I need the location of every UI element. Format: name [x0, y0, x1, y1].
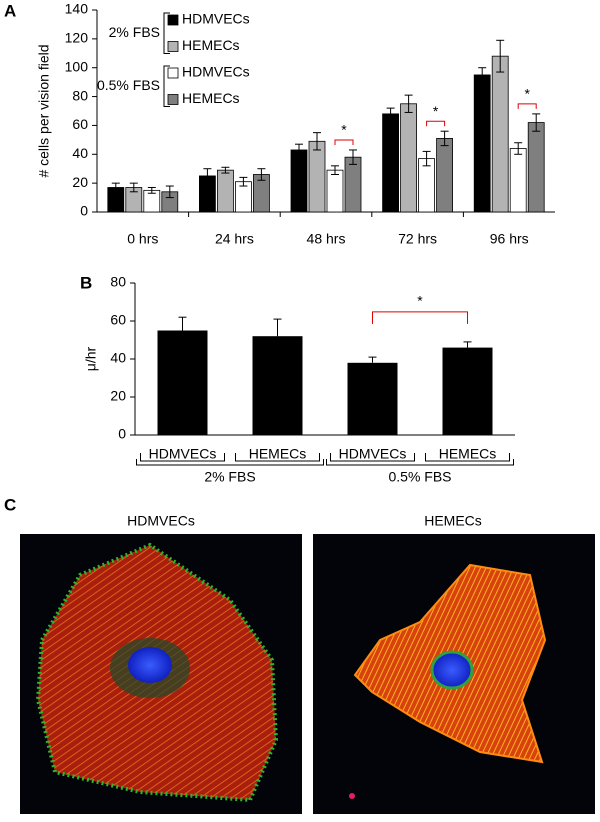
panel-label: B: [80, 273, 92, 292]
panel-label: C: [4, 495, 16, 514]
y-tick-label: 20: [110, 388, 126, 404]
micrograph: [313, 534, 595, 814]
bar: [347, 362, 398, 435]
y-tick-label: 60: [110, 312, 126, 328]
significance-label: *: [341, 122, 347, 138]
bar: [216, 169, 234, 213]
legend-label: HDMVECs: [182, 64, 250, 80]
bar: [326, 169, 344, 213]
y-tick-label: 120: [65, 30, 89, 46]
bar: [418, 158, 436, 213]
legend-group-label: 2% FBS: [109, 24, 160, 40]
panel-label: A: [4, 1, 16, 20]
y-tick-label: 20: [72, 174, 88, 190]
significance-bracket: [372, 311, 468, 324]
significance-bracket: [426, 120, 446, 127]
bar: [252, 336, 303, 435]
x-tick-label: 96 hrs: [490, 231, 529, 247]
legend-group-label: 0.5% FBS: [97, 77, 160, 93]
bar: [344, 156, 362, 213]
significance-label: *: [433, 103, 439, 119]
legend-bracket: [163, 12, 170, 54]
x-tick-label: HDMVECs: [339, 446, 407, 462]
bar: [491, 55, 509, 213]
bar: [436, 138, 454, 213]
group-bracket: [326, 459, 514, 466]
bar: [527, 122, 545, 213]
group-label: 0.5% FBS: [388, 469, 451, 485]
bar: [157, 330, 208, 435]
y-tick-label: 80: [72, 87, 88, 103]
x-label-bracket: [330, 453, 415, 462]
y-axis-label: # cells per vision field: [36, 44, 52, 177]
y-tick-label: 60: [72, 116, 88, 132]
bar: [473, 74, 491, 213]
legend-label: HEMECs: [182, 37, 240, 53]
significance-label: *: [417, 293, 423, 309]
x-label-bracket: [425, 453, 510, 462]
micrograph: [20, 534, 302, 814]
x-tick-label: 24 hrs: [215, 231, 254, 247]
legend-swatch: [167, 67, 179, 79]
x-tick-label: 0 hrs: [127, 231, 158, 247]
x-tick-label: HEMECs: [249, 446, 307, 462]
significance-bracket: [334, 139, 354, 145]
x-tick-label: HEMECs: [439, 446, 497, 462]
group-label: 2% FBS: [204, 469, 255, 485]
x-label-bracket: [140, 453, 225, 462]
x-tick-label: 48 hrs: [307, 231, 346, 247]
legend-label: HEMECs: [182, 90, 240, 106]
legend-swatch: [167, 94, 179, 105]
bar: [308, 140, 326, 213]
bar: [400, 103, 418, 213]
x-label-bracket: [235, 453, 320, 462]
bar: [442, 347, 493, 435]
legend-label: HDMVECs: [182, 11, 250, 27]
x-tick-label: 72 hrs: [398, 231, 437, 247]
legend-bracket: [163, 65, 170, 107]
y-tick-label: 80: [110, 274, 126, 290]
y-tick-label: 140: [65, 1, 89, 17]
y-tick-label: 100: [65, 58, 89, 74]
legend-swatch: [167, 14, 179, 26]
legend-swatch: [167, 41, 179, 52]
bar: [290, 149, 308, 213]
y-tick-label: 40: [110, 350, 126, 366]
significance-bracket: [517, 103, 537, 109]
y-axis-label: μ/hr: [83, 346, 99, 371]
significance-label: *: [524, 86, 530, 102]
image-title: HDMVECs: [127, 513, 195, 529]
image-title: HEMECs: [424, 513, 482, 529]
bar: [382, 113, 400, 213]
y-tick-label: 0: [80, 203, 88, 219]
group-bracket: [136, 459, 324, 466]
y-tick-label: 0: [118, 426, 126, 442]
x-tick-label: HDMVECs: [149, 446, 217, 462]
bar: [509, 148, 527, 213]
y-tick-label: 40: [72, 145, 88, 161]
